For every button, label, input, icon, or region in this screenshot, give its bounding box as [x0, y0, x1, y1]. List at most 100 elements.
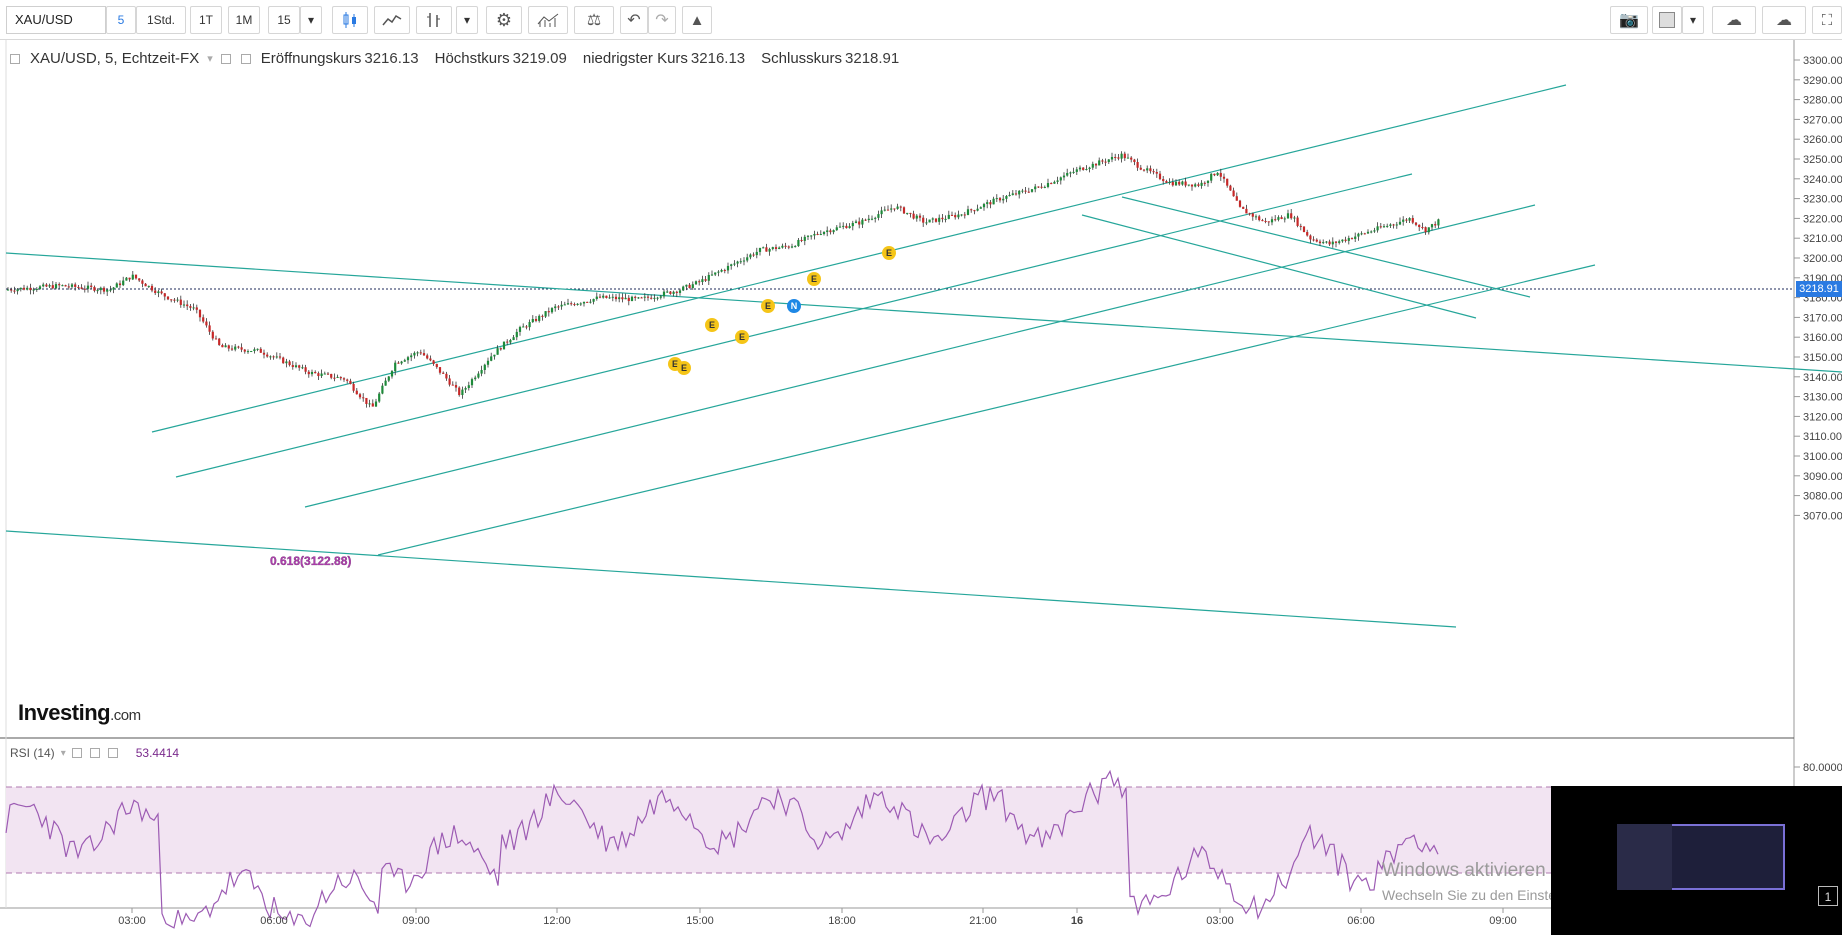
- candle[interactable]: [288, 361, 291, 366]
- candle[interactable]: [131, 274, 134, 280]
- candle[interactable]: [605, 295, 608, 299]
- candle[interactable]: [819, 234, 822, 236]
- candle[interactable]: [1331, 241, 1334, 245]
- candle[interactable]: [1280, 217, 1283, 220]
- candle[interactable]: [976, 208, 979, 211]
- candle[interactable]: [1126, 157, 1130, 159]
- candle[interactable]: [310, 371, 314, 375]
- candle[interactable]: [810, 235, 813, 237]
- candle[interactable]: [378, 393, 381, 402]
- candle[interactable]: [582, 301, 586, 304]
- candle[interactable]: [662, 291, 666, 297]
- candle[interactable]: [1341, 239, 1344, 242]
- candle[interactable]: [234, 346, 237, 350]
- candle[interactable]: [986, 202, 989, 205]
- candle[interactable]: [1200, 182, 1203, 186]
- candle[interactable]: [1286, 213, 1290, 219]
- candle[interactable]: [1066, 172, 1069, 176]
- candle[interactable]: [426, 355, 429, 359]
- candle[interactable]: [1158, 173, 1162, 180]
- candle[interactable]: [1059, 177, 1062, 181]
- candle[interactable]: [970, 209, 973, 211]
- candle[interactable]: [1354, 236, 1357, 239]
- candle[interactable]: [1114, 156, 1117, 158]
- candle[interactable]: [595, 296, 598, 299]
- candle[interactable]: [96, 290, 99, 292]
- candle[interactable]: [307, 371, 310, 375]
- candle[interactable]: [1123, 153, 1126, 159]
- candle[interactable]: [1373, 230, 1376, 232]
- candle[interactable]: [589, 301, 592, 303]
- candle[interactable]: [1053, 181, 1056, 184]
- candle[interactable]: [499, 348, 502, 350]
- interval-dropdown-button[interactable]: ▾: [300, 6, 322, 34]
- candle[interactable]: [1184, 181, 1187, 186]
- candle[interactable]: [1338, 241, 1341, 243]
- candle[interactable]: [157, 291, 160, 294]
- chevron-down-icon[interactable]: ▾: [207, 53, 213, 65]
- candle[interactable]: [144, 283, 147, 287]
- candle[interactable]: [966, 209, 970, 215]
- candle[interactable]: [992, 198, 995, 205]
- candle[interactable]: [1238, 200, 1242, 207]
- candle[interactable]: [902, 207, 906, 214]
- candle[interactable]: [1318, 241, 1322, 244]
- candle[interactable]: [176, 299, 179, 301]
- candle[interactable]: [749, 254, 752, 258]
- candle[interactable]: [470, 379, 474, 386]
- candle[interactable]: [781, 245, 784, 248]
- candle[interactable]: [995, 198, 998, 200]
- candle[interactable]: [438, 367, 442, 373]
- candle[interactable]: [400, 361, 403, 364]
- candle[interactable]: [1050, 183, 1053, 185]
- candle[interactable]: [483, 364, 486, 370]
- candle[interactable]: [368, 403, 371, 405]
- candle[interactable]: [1085, 169, 1088, 171]
- candle[interactable]: [346, 379, 349, 381]
- candle[interactable]: [272, 356, 275, 358]
- candle[interactable]: [566, 303, 570, 305]
- candle[interactable]: [163, 293, 166, 297]
- event-marker[interactable]: E: [677, 361, 691, 375]
- candle[interactable]: [1302, 226, 1306, 233]
- candle[interactable]: [768, 248, 771, 252]
- candle[interactable]: [381, 385, 384, 394]
- candle[interactable]: [608, 297, 611, 299]
- candle[interactable]: [698, 281, 701, 283]
- candle[interactable]: [1018, 190, 1021, 195]
- candle[interactable]: [147, 285, 150, 287]
- candle[interactable]: [838, 226, 842, 228]
- channel-line-bottom[interactable]: [377, 264, 1596, 556]
- candle[interactable]: [330, 373, 333, 378]
- candle[interactable]: [682, 286, 685, 291]
- candle[interactable]: [1347, 238, 1350, 241]
- bar-type-button[interactable]: [416, 6, 452, 34]
- candle[interactable]: [1098, 160, 1101, 166]
- candle[interactable]: [362, 397, 365, 399]
- candle[interactable]: [1030, 189, 1034, 192]
- candle[interactable]: [816, 233, 819, 235]
- candle[interactable]: [125, 277, 128, 281]
- candle[interactable]: [432, 360, 435, 364]
- candle[interactable]: [742, 260, 746, 262]
- candle[interactable]: [122, 280, 125, 286]
- candle[interactable]: [10, 289, 13, 291]
- rsi-label[interactable]: RSI (14): [10, 746, 55, 760]
- fib-annotation-label[interactable]: 0.618(3122.88): [270, 554, 352, 568]
- candle[interactable]: [906, 212, 909, 214]
- candle[interactable]: [1325, 241, 1328, 243]
- candle[interactable]: [323, 373, 326, 375]
- candle[interactable]: [93, 286, 96, 291]
- candle[interactable]: [1075, 169, 1078, 172]
- candle[interactable]: [237, 346, 240, 348]
- candle[interactable]: [890, 208, 893, 210]
- candle[interactable]: [419, 352, 422, 354]
- legend-collapse-icon[interactable]: [10, 53, 20, 64]
- candle[interactable]: [576, 303, 579, 305]
- candle[interactable]: [832, 230, 835, 233]
- candle[interactable]: [1408, 218, 1411, 221]
- candle[interactable]: [1117, 157, 1120, 159]
- candle[interactable]: [1210, 173, 1213, 181]
- candle[interactable]: [304, 367, 307, 372]
- candle[interactable]: [1283, 218, 1286, 220]
